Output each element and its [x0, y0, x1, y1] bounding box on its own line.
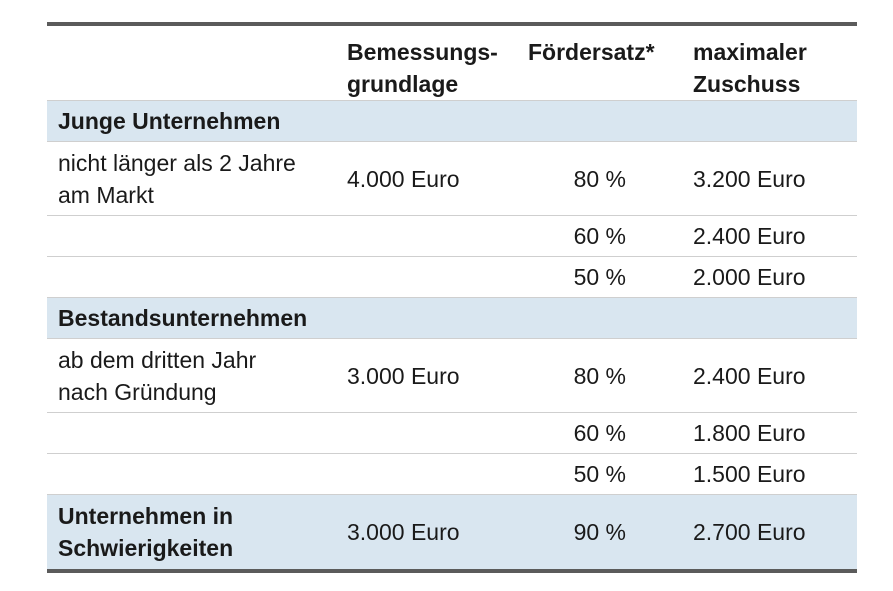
header-bemessungsgrundlage: Bemessungs- grundlage [347, 39, 498, 97]
funding-table: Bemessungs- grundlage Fördersatz* maxima… [47, 22, 857, 573]
row-basis: 3.000 Euro [347, 362, 460, 389]
header-maximaler-zuschuss: maximaler Zuschuss [693, 39, 807, 97]
row-label: ab dem dritten Jahr nach Gründung [58, 346, 257, 405]
row-max: 1.800 Euro [693, 420, 806, 446]
row-max: 2.400 Euro [693, 223, 806, 249]
section-title: Bestandsunternehmen [58, 305, 308, 331]
section-row-unternehmen-in-schwierigkeiten: Unternehmen in Schwierigkeiten 3.000 Eur… [47, 495, 857, 569]
table-row: 60 % 2.400 Euro [47, 216, 857, 257]
row-label [58, 413, 338, 453]
row-max: 3.200 Euro [693, 165, 806, 192]
row-basis: 4.000 Euro [347, 165, 460, 192]
section-row-junge-unternehmen: Junge Unternehmen [47, 101, 857, 142]
section-row-bestandsunternehmen: Bestandsunternehmen [47, 298, 857, 339]
row-basis [347, 216, 522, 256]
header-foerdersatz: Fördersatz* [528, 39, 655, 65]
table-row: ab dem dritten Jahr nach Gründung 3.000 … [47, 339, 857, 413]
row-basis [347, 454, 522, 494]
table-row: 50 % 2.000 Euro [47, 257, 857, 298]
row-basis: 3.000 Euro [347, 519, 460, 545]
row-max: 1.500 Euro [693, 461, 806, 487]
row-label: nicht länger als 2 Jahre am Markt [58, 149, 296, 208]
row-label [58, 257, 338, 297]
row-max: 2.000 Euro [693, 264, 806, 290]
row-rate: 90 % [573, 519, 626, 545]
row-label: Unternehmen in Schwierigkeiten [58, 503, 234, 561]
row-rate: 50 % [573, 461, 626, 487]
header-empty-cell [58, 26, 338, 100]
row-rate: 80 % [573, 362, 626, 389]
table-row: nicht länger als 2 Jahre am Markt 4.000 … [47, 142, 857, 216]
section-title: Junge Unternehmen [58, 108, 281, 134]
table-row: 60 % 1.800 Euro [47, 413, 857, 454]
row-max: 2.700 Euro [693, 519, 806, 545]
row-rate: 60 % [573, 223, 626, 249]
row-label [58, 216, 338, 256]
row-basis [347, 413, 522, 453]
row-rate: 80 % [573, 165, 626, 192]
row-label [58, 454, 338, 494]
table-row: 50 % 1.500 Euro [47, 454, 857, 495]
row-rate: 60 % [573, 420, 626, 446]
row-rate: 50 % [573, 264, 626, 290]
row-max: 2.400 Euro [693, 362, 806, 389]
row-basis [347, 257, 522, 297]
table-header-row: Bemessungs- grundlage Fördersatz* maxima… [47, 26, 857, 101]
